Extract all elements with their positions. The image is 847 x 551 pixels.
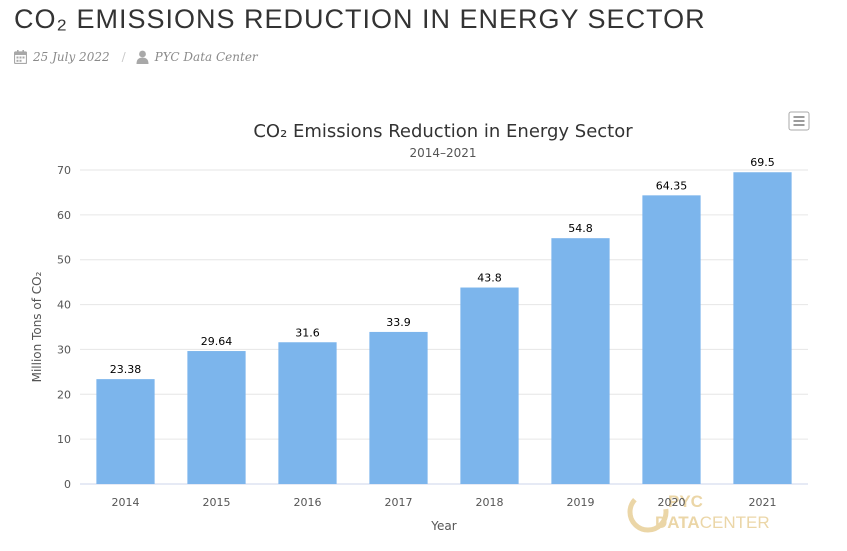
data-label-2019: 54.8 xyxy=(568,222,593,235)
y-tick-label: 30 xyxy=(57,343,71,356)
x-tick-label: 2015 xyxy=(203,496,231,509)
hamburger-icon xyxy=(793,116,805,126)
post-meta: 25 July 2022 / PYC Data Center xyxy=(14,50,258,64)
x-tick-label: 2014 xyxy=(112,496,140,509)
bar-series xyxy=(96,172,792,484)
watermark-text-pyc: PYC xyxy=(668,492,703,511)
x-axis-ticks: 2014 2015 2016 2017 2018 2019 2020 2021 xyxy=(112,496,777,509)
chart-subtitle: 2014–2021 xyxy=(409,146,476,160)
chart-context-menu-button[interactable] xyxy=(788,111,810,131)
data-label-2021: 69.5 xyxy=(750,156,775,169)
data-label-2016: 31.6 xyxy=(295,326,320,339)
watermark: PYC DATACENTER xyxy=(627,491,770,533)
x-tick-label: 2020 xyxy=(658,496,686,509)
data-label-2020: 64.35 xyxy=(656,179,688,192)
x-tick-label: 2016 xyxy=(294,496,322,509)
data-label-2014: 23.38 xyxy=(110,363,142,376)
watermark-swirl xyxy=(627,491,669,533)
post-date: 25 July 2022 xyxy=(33,50,110,64)
svg-text:DATACENTER: DATACENTER xyxy=(655,513,770,532)
y-tick-label: 60 xyxy=(57,209,71,222)
y-tick-label: 0 xyxy=(64,478,71,491)
watermark-text-center: CENTER xyxy=(700,513,770,532)
data-label-2018: 43.8 xyxy=(477,272,502,285)
bar-2016[interactable] xyxy=(278,342,337,484)
bar-2019[interactable] xyxy=(551,238,610,484)
x-tick-label: 2018 xyxy=(476,496,504,509)
y-tick-label: 50 xyxy=(57,254,71,267)
y-tick-label: 70 xyxy=(57,164,71,177)
x-tick-label: 2017 xyxy=(385,496,413,509)
data-label-2017: 33.9 xyxy=(386,316,411,329)
bar-2015[interactable] xyxy=(187,351,246,484)
watermark-text-data: DATA xyxy=(655,513,700,532)
bar-2020[interactable] xyxy=(642,195,701,484)
user-icon xyxy=(136,50,149,64)
y-axis-ticks: 0 10 20 30 40 50 60 70 xyxy=(57,164,71,491)
x-tick-label: 2019 xyxy=(567,496,595,509)
bar-2018[interactable] xyxy=(460,287,519,484)
x-tick-label: 2021 xyxy=(749,496,777,509)
y-axis-label: Million Tons of CO₂ xyxy=(30,271,44,382)
post-author[interactable]: PYC Data Center xyxy=(154,50,258,64)
y-tick-label: 10 xyxy=(57,433,71,446)
data-label-2015: 29.64 xyxy=(201,335,233,348)
y-tick-label: 40 xyxy=(57,299,71,312)
x-axis-label: Year xyxy=(430,519,456,533)
chart-title: CO₂ Emissions Reduction in Energy Sector xyxy=(253,121,633,142)
page-title: CO₂ EMISSIONS REDUCTION IN ENERGY SECTOR xyxy=(14,4,706,34)
bar-2017[interactable] xyxy=(369,331,428,484)
bar-2021[interactable] xyxy=(733,172,792,484)
meta-separator: / xyxy=(121,50,126,64)
calendar-icon xyxy=(14,50,27,64)
bar-2014[interactable] xyxy=(96,379,155,484)
y-tick-label: 20 xyxy=(57,388,71,401)
data-labels: 23.38 29.64 31.6 33.9 43.8 54.8 64.35 69.5 xyxy=(109,155,777,377)
